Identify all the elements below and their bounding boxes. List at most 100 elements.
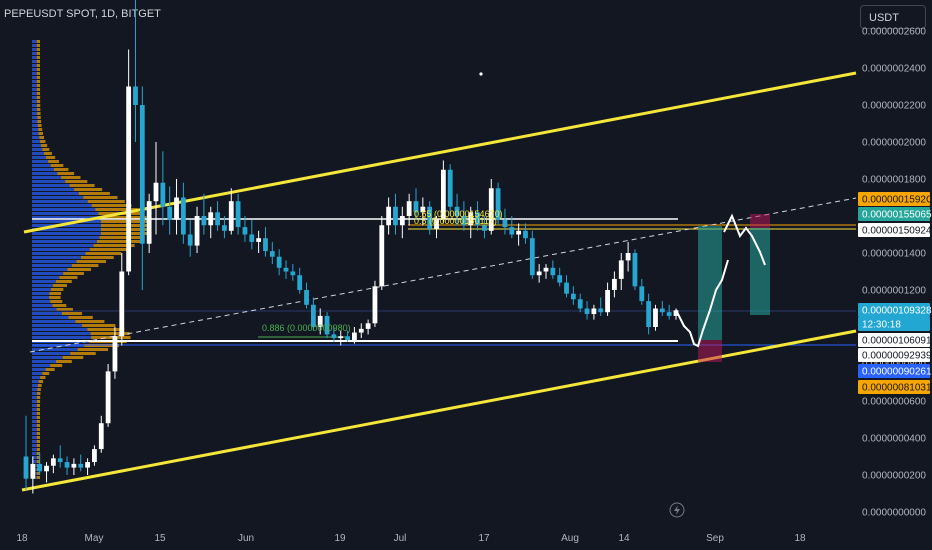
vp-bar-buy — [32, 436, 37, 439]
vp-bar-buy — [32, 276, 60, 279]
vp-bar-sell — [61, 312, 82, 315]
vp-bar-buy — [32, 164, 51, 167]
price-tag-label: 0.00000090261 — [862, 367, 932, 378]
vp-bar-sell — [101, 232, 147, 235]
candle-body — [37, 463, 43, 472]
vp-bar-sell — [53, 168, 69, 171]
vp-bar-buy — [32, 44, 37, 47]
price-tag-bg — [858, 223, 930, 237]
candle-body — [536, 271, 542, 276]
vp-bar-buy — [32, 356, 63, 359]
vp-bar-buy — [32, 160, 49, 163]
vp-bar-sell — [67, 268, 91, 271]
vp-bar-buy — [32, 252, 86, 255]
vp-bar-buy — [32, 52, 37, 55]
candle-body — [174, 197, 179, 220]
candle-body — [50, 458, 56, 466]
candle-body — [447, 169, 453, 207]
vp-bar-buy — [32, 368, 46, 371]
price-tag-label: 0.0000001592O7 — [862, 195, 932, 206]
vp-bar-sell — [36, 104, 41, 107]
candle-body — [44, 465, 49, 472]
y-tick-label: 0.0000002600 — [862, 27, 926, 38]
currency-button[interactable]: USDT — [860, 5, 926, 29]
lightning-icon[interactable] — [669, 502, 685, 518]
candle-body — [167, 206, 173, 220]
short-position-stop — [750, 214, 770, 228]
candle-body — [475, 212, 480, 226]
candle-body — [160, 182, 166, 207]
fib-0886-label: 0.886 (0.0000000980) — [262, 323, 351, 333]
x-tick-label: 17 — [478, 533, 490, 544]
price-axis[interactable]: 0.0000000000 0.0000000200 0.0000000400 0.00… — [862, 27, 926, 519]
vp-bar-buy — [32, 172, 58, 175]
vp-bar-buy — [32, 244, 94, 247]
x-tick-label: 18 — [794, 533, 806, 544]
candle-body — [523, 230, 528, 239]
vp-bar-sell — [90, 332, 130, 335]
vp-bar-buy — [32, 296, 50, 299]
vp-bar-sell — [91, 336, 131, 339]
vp-bar-buy — [32, 304, 53, 307]
vp-bar-sell — [96, 240, 141, 243]
vp-bar-sell — [81, 256, 114, 259]
vp-bar-sell — [36, 92, 41, 95]
x-tick-label: Aug — [561, 533, 579, 544]
vp-bar-buy — [32, 292, 50, 295]
candle-body — [577, 299, 583, 309]
vp-bar-buy — [32, 444, 37, 447]
candle-body — [550, 267, 556, 276]
vp-bar-sell — [42, 148, 50, 151]
candle-body — [180, 197, 186, 235]
price-tag-bg — [858, 380, 930, 394]
candle-body — [290, 271, 296, 276]
vp-bar-sell — [91, 204, 132, 207]
vp-bar-sell — [36, 416, 41, 419]
x-tick-label: Jul — [394, 533, 407, 544]
vp-bar-buy — [32, 136, 40, 139]
candle-body — [591, 308, 597, 315]
vp-bar-sell — [63, 272, 84, 275]
candle-body — [454, 206, 460, 216]
candle-body — [304, 290, 309, 305]
vp-bar-buy — [32, 440, 37, 443]
vp-bar-buy — [32, 452, 37, 455]
vp-bar-sell — [36, 432, 41, 435]
vp-bar-sell — [36, 64, 41, 67]
vp-bar-sell — [82, 324, 116, 327]
vp-bar-buy — [32, 288, 51, 291]
vp-bar-buy — [32, 280, 56, 283]
candle-body — [105, 371, 111, 424]
candle-body — [215, 212, 220, 226]
x-tick-label: Jun — [238, 533, 254, 544]
vp-bar-sell — [78, 192, 110, 195]
vp-bar-sell — [36, 424, 41, 427]
vp-bar-sell — [36, 72, 41, 75]
time-axis[interactable]: 18 May 15 Jun 19 Jul 17 Aug 14 Sep 18 — [16, 533, 806, 544]
vp-bar-buy — [32, 60, 37, 63]
y-tick-label: 0.0000002400 — [862, 64, 926, 75]
vp-bar-buy — [32, 236, 100, 239]
vp-bar-buy — [32, 272, 64, 275]
vp-bar-sell — [50, 364, 63, 367]
price-tag-bg — [858, 333, 930, 347]
candle-body — [208, 212, 214, 226]
vp-bar-sell — [36, 68, 41, 71]
symbol-title[interactable]: PEPEUSDT SPOT, 1D, BITGET — [4, 8, 161, 20]
vp-bar-buy — [32, 120, 38, 123]
vp-bar-sell — [39, 136, 45, 139]
candle-body — [345, 336, 350, 340]
vp-bar-sell — [38, 132, 43, 135]
candle-body — [242, 227, 248, 235]
vp-bar-buy — [32, 352, 71, 355]
volume-profile — [32, 40, 147, 479]
vp-bar-sell — [36, 444, 40, 447]
y-tick-label: 0.0000000000 — [862, 508, 926, 519]
vp-bar-sell — [65, 180, 88, 183]
vp-bar-sell — [100, 216, 147, 219]
candle-body — [461, 216, 467, 226]
vp-bar-buy — [32, 128, 39, 131]
vp-bar-sell — [101, 228, 147, 231]
vp-bar-buy — [32, 412, 37, 415]
